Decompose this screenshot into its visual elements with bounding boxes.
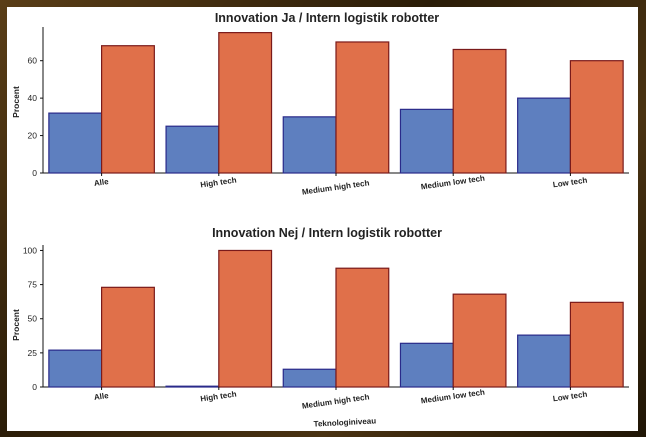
bar-alle-series-2 [100, 286, 155, 388]
y-tick-label: 100 [23, 245, 37, 255]
x-axis-label: Teknologiniveau [313, 416, 376, 428]
x-tick-label: Medium high tech [301, 178, 370, 196]
chart-title: Innovation Nej / Intern logistik robotte… [212, 226, 442, 240]
x-tick-label: Low tech [552, 176, 588, 190]
bar-medium-high-tech-series-2 [335, 41, 390, 174]
x-tick-label: Medium low tech [420, 388, 485, 406]
chart-canvas: Innovation Ja / Intern logistik robotter… [7, 7, 638, 431]
y-axis-label: Procent [11, 309, 21, 341]
chart-figure: Innovation Ja / Intern logistik robotter… [11, 11, 629, 429]
bar-high-tech-series-2 [218, 32, 273, 174]
bar-medium-low-tech-series-1 [399, 342, 454, 388]
x-tick-label: Alle [93, 391, 109, 402]
bar-high-tech-series-1 [165, 385, 220, 388]
bar-medium-high-tech-series-1 [282, 368, 337, 388]
bar-low-tech-series-1 [517, 334, 572, 388]
x-tick-label: Low tech [552, 390, 588, 404]
x-tick-label: Medium high tech [301, 392, 370, 410]
bar-alle-series-2 [100, 45, 155, 174]
y-tick-label: 0 [32, 168, 37, 178]
bar-medium-low-tech-series-1 [399, 108, 454, 174]
bar-low-tech-series-2 [569, 301, 624, 388]
x-tick-label: High tech [200, 390, 237, 404]
y-tick-label: 25 [28, 348, 38, 358]
y-tick-label: 75 [28, 280, 38, 290]
bar-alle-series-1 [48, 349, 103, 388]
y-tick-label: 60 [28, 56, 38, 66]
bar-medium-low-tech-series-2 [452, 293, 507, 388]
chart-panel-innovation-nej: Innovation Nej / Intern logistik robotte… [11, 226, 629, 429]
bar-high-tech-series-2 [218, 249, 273, 388]
chart-title: Innovation Ja / Intern logistik robotter [215, 11, 439, 25]
x-tick-label: High tech [200, 176, 237, 190]
bar-alle-series-1 [48, 112, 103, 174]
x-tick-label: Medium low tech [420, 174, 485, 192]
y-tick-label: 50 [28, 314, 38, 324]
bar-medium-low-tech-series-2 [452, 48, 507, 174]
bar-medium-high-tech-series-2 [335, 267, 390, 388]
y-tick-label: 40 [28, 93, 38, 103]
bar-medium-high-tech-series-1 [282, 116, 337, 174]
bar-low-tech-series-2 [569, 60, 624, 174]
bar-high-tech-series-1 [165, 125, 220, 174]
x-tick-label: Alle [93, 177, 109, 188]
bar-low-tech-series-1 [517, 97, 572, 174]
y-tick-label: 0 [32, 382, 37, 392]
chart-panel-innovation-ja: Innovation Ja / Intern logistik robotter… [11, 11, 629, 197]
y-tick-label: 20 [28, 131, 38, 141]
y-axis-label: Procent [11, 86, 21, 118]
